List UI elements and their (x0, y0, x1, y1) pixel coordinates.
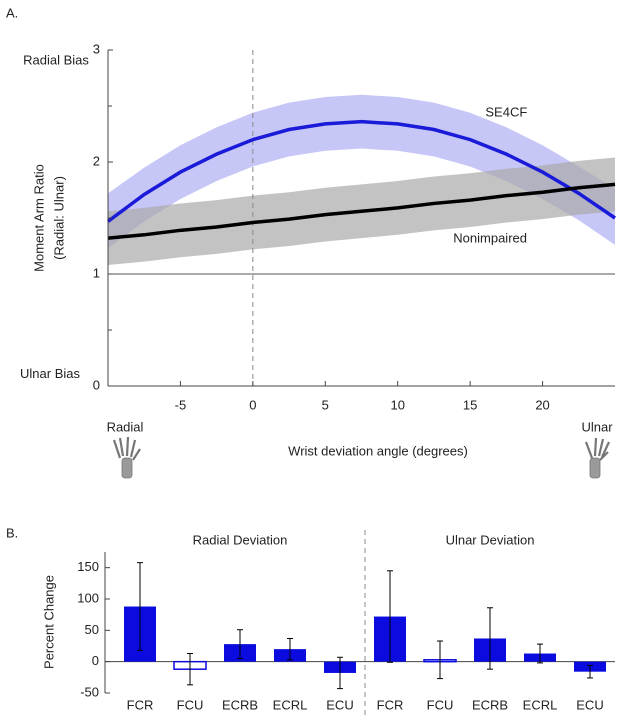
y-tick-label: 3 (93, 41, 100, 56)
x-tick-label: FCU (177, 697, 204, 712)
ulnar-hand-icon (584, 437, 610, 479)
x-tick-label: 20 (535, 397, 549, 412)
y-tick-label: 0 (93, 377, 100, 392)
annotation: Radial (107, 419, 144, 434)
y-tick-label: 50 (85, 622, 99, 637)
x-axis-label: Wrist deviation angle (degrees) (288, 443, 468, 458)
radial-hand-icon (112, 436, 141, 479)
y-tick-label: 150 (77, 559, 99, 574)
panel-label: B. (6, 525, 18, 540)
series-line (106, 119, 616, 223)
x-tick-label: 0 (249, 397, 256, 412)
panel-label: A. (6, 5, 18, 20)
y-axis-label: (Radial: Ulnar) (51, 176, 66, 260)
y-tick-label: 1 (93, 265, 100, 280)
x-tick-label: -5 (175, 397, 187, 412)
x-tick-label: ECRL (523, 697, 558, 712)
series-line (107, 182, 616, 240)
y-tick-label: 0 (92, 653, 99, 668)
x-tick-label: ECRB (472, 697, 508, 712)
series-label: Nonimpaired (453, 230, 527, 245)
x-tick-label: ECRL (273, 697, 308, 712)
annotation: Ulnar (581, 419, 613, 434)
series-label: SE4CF (485, 105, 527, 120)
x-tick-label: ECU (326, 697, 353, 712)
y-axis-label: Moment Arm Ratio (31, 164, 46, 272)
group-title: Ulnar Deviation (446, 532, 535, 547)
group-title: Radial Deviation (193, 532, 288, 547)
y-tick-label: 2 (93, 153, 100, 168)
confidence-band (108, 94, 615, 249)
annotation: Ulnar Bias (20, 366, 80, 381)
x-tick-label: 5 (322, 397, 329, 412)
y-tick-label: 100 (77, 590, 99, 605)
y-axis-label: Percent Change (41, 575, 56, 669)
x-tick-label: ECRB (222, 697, 258, 712)
y-tick-label: -50 (80, 684, 99, 699)
x-tick-label: FCR (377, 697, 404, 712)
x-tick-label: 10 (390, 397, 404, 412)
x-tick-label: FCU (427, 697, 454, 712)
x-tick-label: ECU (576, 697, 603, 712)
x-tick-label: FCR (127, 697, 154, 712)
x-tick-label: 15 (463, 397, 477, 412)
annotation: Radial Bias (23, 53, 89, 68)
